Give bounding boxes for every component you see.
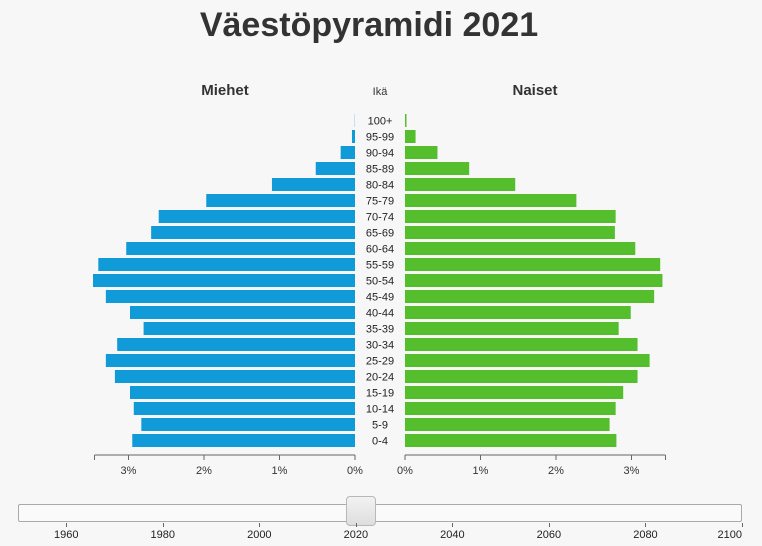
bar-men-60-64 [126, 242, 355, 255]
age-label: 50-54 [366, 276, 394, 288]
age-label: 20-24 [366, 372, 394, 384]
x-tick-label-right: 1% [473, 465, 489, 477]
age-label: 40-44 [366, 308, 394, 320]
age-label: 75-79 [366, 196, 394, 208]
x-tick-label-right: 0% [397, 465, 413, 477]
bar-men-5-9 [141, 418, 355, 431]
age-label: 80-84 [366, 180, 394, 192]
bar-men-95-99 [351, 130, 355, 143]
year-tick-label: 1960 [54, 529, 79, 541]
x-tick-label-right: 3% [624, 465, 640, 477]
x-tick-label-left: 1% [272, 465, 288, 477]
bar-women-85-89 [405, 162, 470, 175]
series-label-women: Naiset [512, 82, 557, 99]
bar-women-0-4 [405, 434, 617, 447]
x-tick-label-right: 2% [548, 465, 564, 477]
age-label: 15-19 [366, 388, 394, 400]
bar-women-90-94 [405, 146, 438, 159]
bar-men-50-54 [93, 274, 355, 287]
year-tick-label: 2080 [633, 529, 658, 541]
year-tick [645, 523, 647, 527]
bar-men-80-84 [271, 178, 355, 191]
bar-women-55-59 [405, 258, 661, 271]
bar-women-75-79 [405, 194, 577, 207]
age-label: 90-94 [366, 148, 394, 160]
year-tick-label: 2040 [440, 529, 465, 541]
bar-women-10-14 [405, 402, 616, 415]
year-tick [452, 523, 454, 527]
x-tick-label-left: 2% [196, 465, 212, 477]
bar-men-45-49 [105, 290, 355, 303]
bar-men-10-14 [133, 402, 355, 415]
bar-women-35-39 [405, 322, 619, 335]
bar-men-25-29 [105, 354, 355, 367]
bar-women-80-84 [405, 178, 516, 191]
population-pyramid-chart: Miehet Naiset Ikä 100+ 95-99 90-94 85-89 80-… [93, 82, 666, 477]
bar-women-65-69 [405, 226, 615, 239]
age-label: 85-89 [366, 164, 394, 176]
bar-women-15-19 [405, 386, 624, 399]
year-tick [162, 523, 164, 527]
bar-women-5-9 [405, 418, 610, 431]
bar-men-65-69 [151, 226, 355, 239]
year-tick-label: 1980 [150, 529, 176, 541]
bar-men-15-19 [130, 386, 355, 399]
age-label: 65-69 [366, 228, 394, 240]
age-label: 60-64 [366, 244, 394, 256]
bar-women-100+ [405, 114, 407, 127]
year-tick [548, 523, 550, 527]
year-tick-label: 2020 [343, 529, 369, 541]
age-label: 35-39 [366, 324, 394, 336]
bar-men-90-94 [340, 146, 355, 159]
year-tick-label: 2060 [536, 529, 562, 541]
age-label: 10-14 [366, 404, 394, 416]
age-label: 45-49 [366, 292, 394, 304]
age-axis-header: Ikä [373, 86, 389, 98]
series-label-men: Miehet [201, 82, 249, 99]
bar-women-60-64 [405, 242, 636, 255]
x-tick-label-left: 3% [121, 465, 137, 477]
age-label: 70-74 [366, 212, 394, 224]
x-tick-label-left: 0% [347, 465, 363, 477]
bar-women-45-49 [405, 290, 655, 303]
bar-men-70-74 [158, 210, 355, 223]
age-label: 30-34 [366, 340, 394, 352]
bar-men-30-34 [117, 338, 355, 351]
bar-women-20-24 [405, 370, 638, 383]
year-tick [355, 523, 357, 527]
year-tick [742, 523, 743, 527]
bar-women-70-74 [405, 210, 616, 223]
page-title: Väestöpyramidi 2021 [199, 6, 539, 44]
age-label: 5-9 [372, 420, 388, 432]
year-tick [66, 523, 68, 527]
bar-men-55-59 [98, 258, 356, 271]
age-label: 100+ [368, 116, 393, 128]
age-label: 95-99 [366, 132, 394, 144]
bar-men-85-89 [315, 162, 355, 175]
bar-men-35-39 [143, 322, 355, 335]
year-slider-track[interactable] [18, 504, 742, 522]
bar-men-40-44 [130, 306, 355, 319]
bar-women-50-54 [405, 274, 663, 287]
year-tick-label: 2100 [717, 529, 742, 541]
age-label: 55-59 [366, 260, 394, 272]
year-tick-label: 2000 [247, 529, 272, 541]
age-label: 25-29 [366, 356, 394, 368]
bar-men-20-24 [114, 370, 355, 383]
bar-men-75-79 [206, 194, 355, 207]
bar-women-95-99 [405, 130, 416, 143]
age-label: 0-4 [372, 436, 388, 448]
bar-women-30-34 [405, 338, 638, 351]
year-tick [259, 523, 261, 527]
year-slider-handle[interactable] [345, 496, 376, 526]
bar-women-40-44 [405, 306, 631, 319]
bar-men-0-4 [132, 434, 355, 447]
bar-women-25-29 [405, 354, 650, 367]
